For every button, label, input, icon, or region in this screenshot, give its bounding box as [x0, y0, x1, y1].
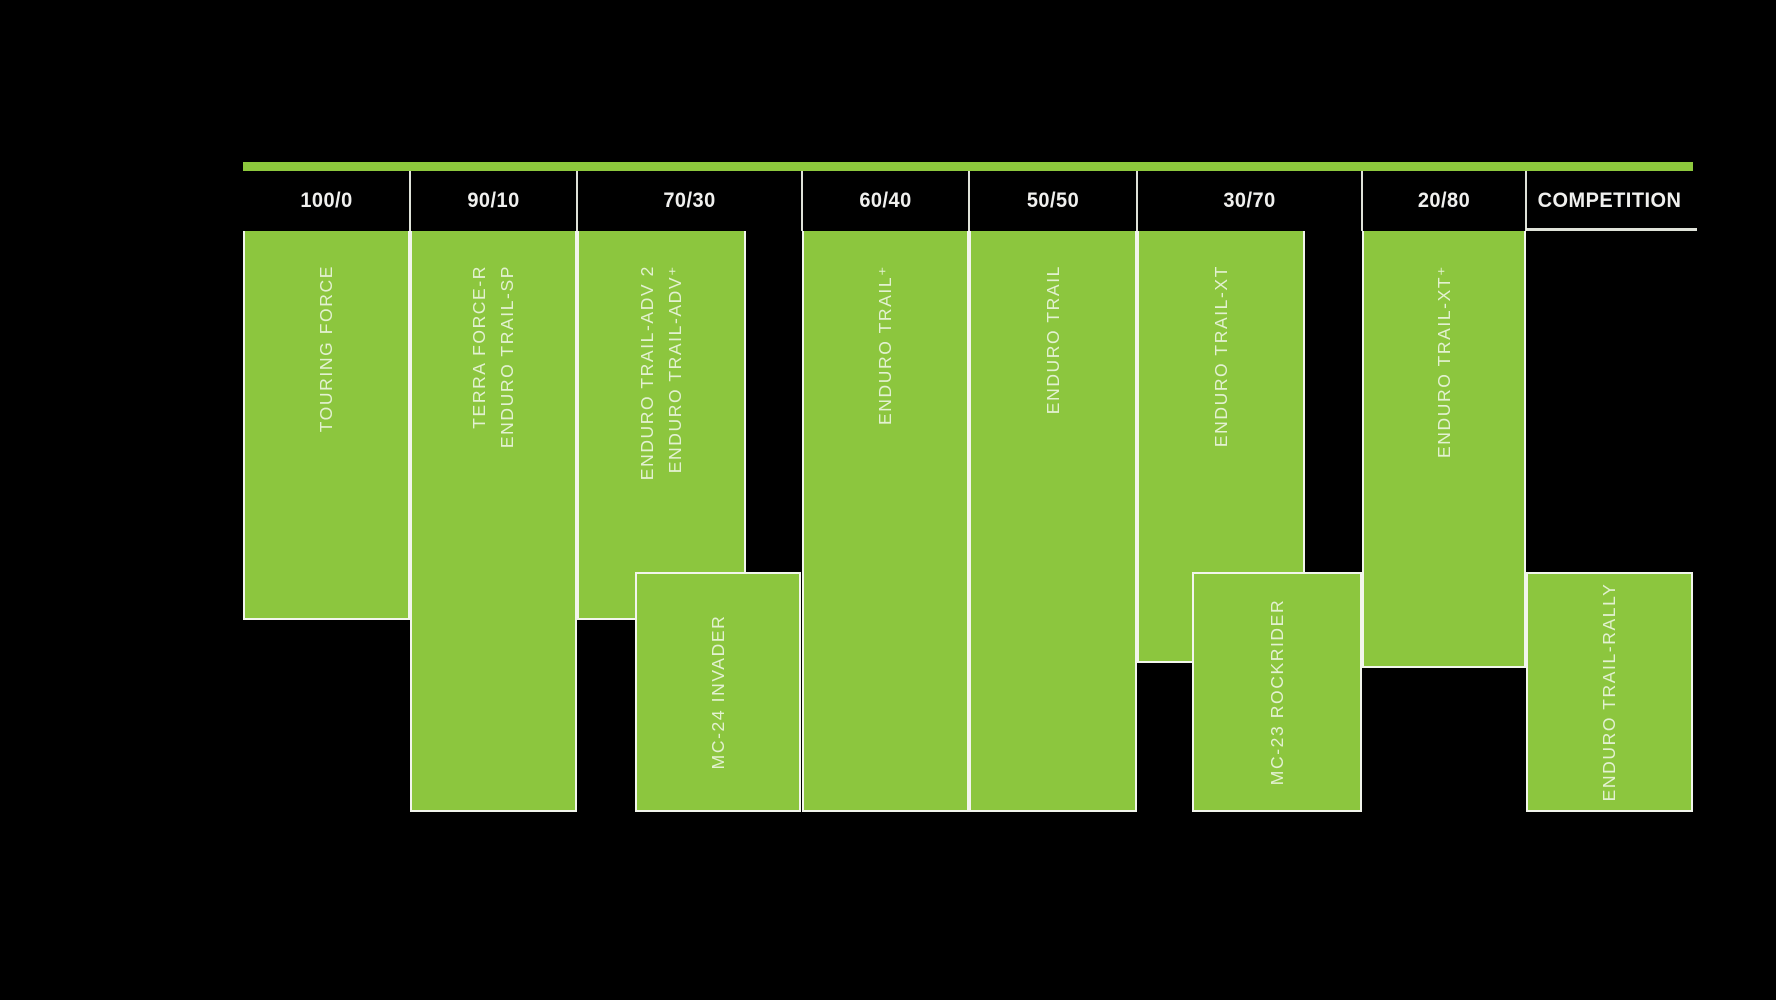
header-divider [1361, 171, 1363, 231]
product-bar-terra-force-r: TERRA FORCE-R ENDURO TRAIL-SP [410, 231, 577, 812]
product-bar-enduro-trail-adv-2: ENDURO TRAIL-ADV 2 ENDURO TRAIL-ADV⁺ [577, 231, 746, 620]
header-divider [1136, 171, 1138, 231]
column-header-20-80: 20/80 [1417, 189, 1471, 212]
product-label-group: MC-23 ROCKRIDER [1194, 599, 1360, 785]
product-bar-touring-force: TOURING FORCE [243, 231, 410, 620]
product-label-group: ENDURO TRAIL⁺ [804, 265, 967, 425]
header-divider [801, 171, 803, 231]
header-divider [409, 171, 411, 231]
product-bar-enduro-trail: ENDURO TRAIL⁺ [802, 231, 969, 812]
product-label-group: ENDURO TRAIL-XT⁺ [1364, 265, 1524, 458]
product-label: TOURING FORCE [316, 265, 336, 433]
column-header-30-70: 30/70 [1223, 189, 1276, 212]
competition-header-underline [1526, 228, 1697, 231]
product-label: ENDURO TRAIL⁺ [875, 265, 895, 426]
product-label: MC-23 ROCKRIDER [1266, 598, 1287, 786]
product-bar-enduro-trail-xt: ENDURO TRAIL-XT⁺ [1362, 231, 1526, 668]
product-bar-enduro-trail: ENDURO TRAIL [969, 231, 1137, 812]
column-header-50-50: 50/50 [1026, 189, 1080, 212]
product-label: ENDURO TRAIL-SP [497, 265, 517, 449]
product-label-group: ENDURO TRAIL-ADV 2 ENDURO TRAIL-ADV⁺ [579, 265, 744, 480]
product-box-enduro-trail-rally: ENDURO TRAIL-RALLY [1526, 572, 1693, 812]
product-label-group: MC-24 INVADER [637, 615, 799, 770]
product-label-group: ENDURO TRAIL [971, 265, 1135, 414]
header-divider [968, 171, 970, 231]
product-label-group: ENDURO TRAIL-XT [1139, 265, 1303, 447]
chart-top-rule [243, 162, 1693, 171]
product-label: TERRA FORCE-R [469, 265, 489, 429]
column-header-70-30: 70/30 [663, 189, 716, 212]
product-label: ENDURO TRAIL-XT⁺ [1433, 265, 1454, 459]
column-header-60-40: 60/40 [859, 189, 912, 212]
product-label: ENDURO TRAIL-ADV 2 [637, 265, 657, 481]
product-label: ENDURO TRAIL-ADV⁺ [665, 265, 685, 474]
column-header-competition: COMPETITION [1537, 189, 1682, 212]
product-label: ENDURO TRAIL-XT [1210, 265, 1231, 448]
product-label: MC-24 INVADER [707, 614, 728, 770]
column-header-90-10: 90/10 [467, 189, 520, 212]
product-label: ENDURO TRAIL [1042, 265, 1063, 415]
product-label-group: ENDURO TRAIL-RALLY [1528, 583, 1691, 802]
product-box-mc-24-invader: MC-24 INVADER [635, 572, 801, 812]
product-box-mc-23-rockrider: MC-23 ROCKRIDER [1192, 572, 1362, 812]
header-divider [1525, 171, 1527, 231]
product-label-group: TOURING FORCE [245, 265, 408, 432]
product-label-group: TERRA FORCE-R ENDURO TRAIL-SP [412, 265, 575, 448]
column-header-100-0: 100/0 [300, 189, 353, 212]
product-label: ENDURO TRAIL-RALLY [1599, 582, 1619, 802]
header-divider [576, 171, 578, 231]
